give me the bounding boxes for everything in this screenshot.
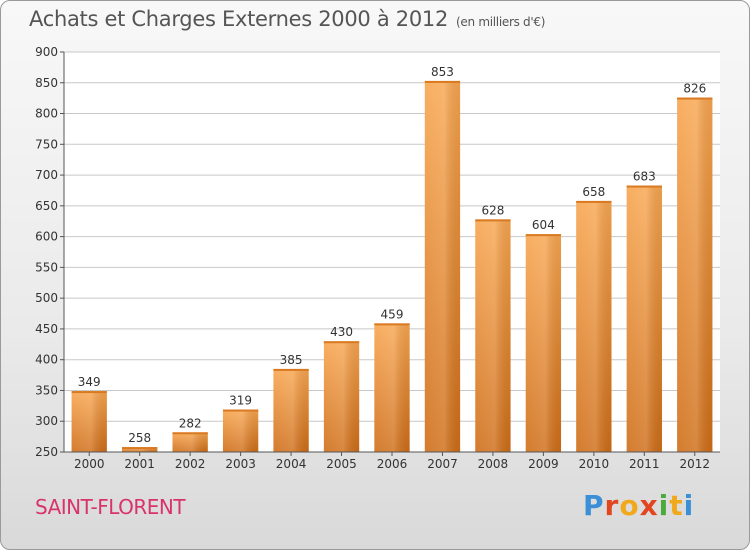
data-label: 319 [229, 394, 252, 408]
logo-letter: o [619, 489, 640, 522]
y-tick-label: 600 [35, 230, 58, 244]
bar-shine [122, 447, 158, 452]
bar-shine [172, 432, 208, 452]
data-label: 628 [481, 203, 504, 217]
bar-top-edge [323, 341, 360, 344]
y-tick-label: 550 [35, 260, 58, 274]
bar-top-edge [122, 447, 158, 450]
x-tick-label: 2005 [326, 457, 357, 471]
logo-letter: x [639, 489, 659, 522]
x-tick-label: 2007 [427, 457, 458, 471]
bar-shine [222, 409, 259, 452]
data-label: 430 [330, 325, 353, 339]
data-label: 683 [633, 170, 656, 184]
y-tick-label: 750 [35, 137, 58, 151]
data-label: 459 [381, 307, 404, 321]
bar-shine [525, 234, 562, 452]
y-tick-label: 300 [35, 414, 58, 428]
bar-top-edge [222, 409, 259, 412]
y-tick-label: 500 [35, 291, 58, 305]
logo-letter: r [604, 489, 620, 522]
bar-top-edge [424, 80, 461, 83]
bar-shine [374, 323, 410, 452]
data-label: 604 [532, 218, 555, 232]
y-tick-label: 350 [35, 383, 58, 397]
bar-shine [323, 341, 360, 452]
logo-letter: t [669, 489, 684, 522]
city-name: SAINT-FLORENT [35, 495, 186, 519]
y-tick-label: 850 [35, 76, 58, 90]
data-label: 349 [78, 375, 101, 389]
bar-shine [424, 80, 461, 452]
data-label: 658 [582, 185, 605, 199]
logo-letter: i [658, 489, 670, 522]
x-tick-label: 2011 [629, 457, 660, 471]
bar-shine [273, 368, 309, 452]
bar-shine [475, 219, 511, 452]
bar-top-edge [273, 368, 309, 371]
data-label: 258 [128, 431, 151, 445]
bar-shine [71, 391, 107, 452]
x-tick-label: 2008 [478, 457, 509, 471]
logo-letter: P [583, 489, 605, 522]
x-tick-label: 2012 [679, 457, 710, 471]
x-tick-label: 2010 [579, 457, 610, 471]
x-tick-label: 2000 [74, 457, 105, 471]
y-tick-label: 450 [35, 322, 58, 336]
x-tick-label: 2004 [276, 457, 307, 471]
chart-title-text: Achats et Charges Externes 2000 à 2012 [29, 7, 449, 31]
logo-letter: i [683, 489, 695, 522]
data-label: 282 [179, 416, 202, 430]
proxiti-logo: Proxiti [583, 489, 694, 522]
x-tick-label: 2006 [377, 457, 408, 471]
x-tick-label: 2002 [175, 457, 206, 471]
chart-title: Achats et Charges Externes 2000 à 2012 (e… [29, 7, 545, 31]
x-tick-label: 2009 [528, 457, 559, 471]
data-label: 385 [280, 353, 303, 367]
bar-shine [677, 97, 713, 453]
bar-top-edge [677, 97, 713, 100]
chart-unit: (en milliers d'€) [456, 15, 546, 29]
bar-shine [576, 200, 612, 452]
data-label: 853 [431, 65, 454, 79]
y-tick-label: 250 [35, 445, 58, 459]
bar-top-edge [71, 391, 107, 394]
y-tick-label: 900 [35, 45, 58, 59]
data-label: 826 [683, 82, 706, 96]
bar-top-edge [525, 234, 562, 237]
y-tick-label: 400 [35, 353, 58, 367]
y-tick-label: 650 [35, 199, 58, 213]
bar-top-edge [475, 219, 511, 222]
x-tick-label: 2003 [225, 457, 256, 471]
bar-top-edge [374, 323, 410, 326]
bar-top-edge [576, 200, 612, 203]
bar-top-edge [172, 432, 208, 435]
bar-shine [626, 185, 662, 453]
y-tick-label: 800 [35, 107, 58, 121]
y-tick-label: 700 [35, 168, 58, 182]
bar-top-edge [626, 185, 662, 188]
x-tick-label: 2001 [124, 457, 155, 471]
